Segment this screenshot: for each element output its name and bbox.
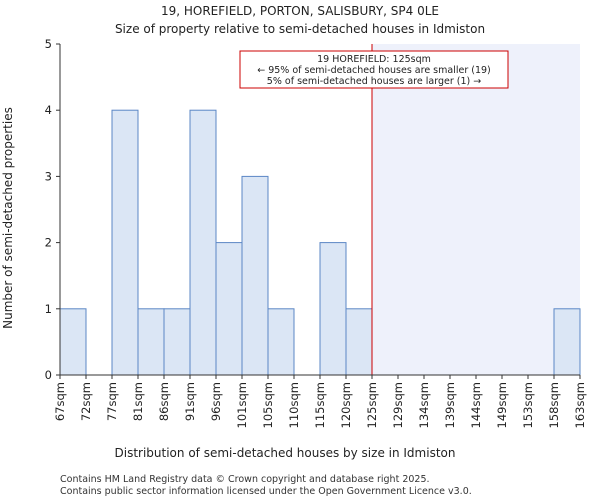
x-tick-label: 134sqm — [417, 382, 431, 428]
footer-line-2: Contains public sector information licen… — [60, 486, 472, 497]
x-tick-label: 125sqm — [365, 382, 379, 428]
x-ticks-group: 67sqm 72sqm 77sqm 81sqm 86sqm 91sqm 96sqm 101sq… — [53, 375, 587, 428]
y-tick-label: 4 — [45, 103, 52, 117]
bar-67sqm — [59, 308, 87, 376]
x-tick-label: 139sqm — [443, 382, 457, 428]
x-tick-label: 91sqm — [183, 382, 197, 421]
chart-subtitle: Size of property relative to semi-detach… — [115, 22, 485, 36]
x-tick-label: 115sqm — [313, 382, 327, 428]
x-tick-label: 129sqm — [391, 382, 405, 428]
y-tick-label: 2 — [45, 236, 52, 250]
y-ticks-group: 0 1 2 3 4 5 — [45, 37, 60, 382]
footer-line-1: Contains HM Land Registry data © Crown c… — [60, 474, 430, 485]
chart-title: 19, HOREFIELD, PORTON, SALISBURY, SP4 0L… — [161, 4, 439, 18]
x-tick-label: 67sqm — [53, 382, 67, 421]
annotation-line-2: ← 95% of semi-detached houses are smalle… — [257, 65, 491, 76]
x-tick-label: 158sqm — [547, 382, 561, 428]
x-tick-label: 77sqm — [105, 382, 119, 421]
x-tick-label: 163sqm — [573, 382, 587, 428]
bar-158sqm — [553, 308, 581, 376]
bar-120sqm — [345, 308, 373, 376]
y-tick-label: 1 — [45, 302, 52, 316]
x-tick-label: 101sqm — [235, 382, 249, 428]
bar-105sqm — [267, 308, 295, 376]
x-tick-label: 86sqm — [157, 382, 171, 421]
x-tick-label: 72sqm — [79, 382, 93, 421]
annotation-box: 19 HOREFIELD: 125sqm ← 95% of semi-detac… — [239, 50, 509, 89]
x-tick-label: 144sqm — [469, 382, 483, 428]
bar-115sqm — [319, 242, 347, 376]
y-tick-label: 5 — [45, 37, 52, 51]
larger-region-highlight — [372, 44, 580, 375]
x-axis-label: Distribution of semi-detached houses by … — [115, 446, 456, 460]
annotation-line-3: 5% of semi-detached houses are larger (1… — [267, 76, 481, 87]
annotation-line-1: 19 HOREFIELD: 125sqm — [317, 54, 431, 65]
bar-91sqm — [189, 109, 217, 376]
x-tick-label: 153sqm — [521, 382, 535, 428]
bar-101sqm — [241, 175, 269, 376]
y-axis-label: Number of semi-detached properties — [1, 107, 15, 329]
y-tick-label: 0 — [45, 368, 52, 382]
bar-77sqm — [111, 109, 139, 376]
x-tick-label: 120sqm — [339, 382, 353, 428]
bars-group — [59, 109, 581, 376]
x-tick-label: 105sqm — [261, 382, 275, 428]
bar-81sqm — [137, 308, 165, 376]
x-tick-label: 81sqm — [131, 382, 145, 421]
x-tick-label: 149sqm — [495, 382, 509, 428]
x-tick-label: 110sqm — [287, 382, 301, 428]
x-tick-label: 96sqm — [209, 382, 223, 421]
annotation-border — [239, 50, 509, 89]
bar-86sqm — [163, 308, 191, 376]
bar-96sqm — [215, 242, 243, 376]
y-tick-label: 3 — [45, 169, 52, 183]
